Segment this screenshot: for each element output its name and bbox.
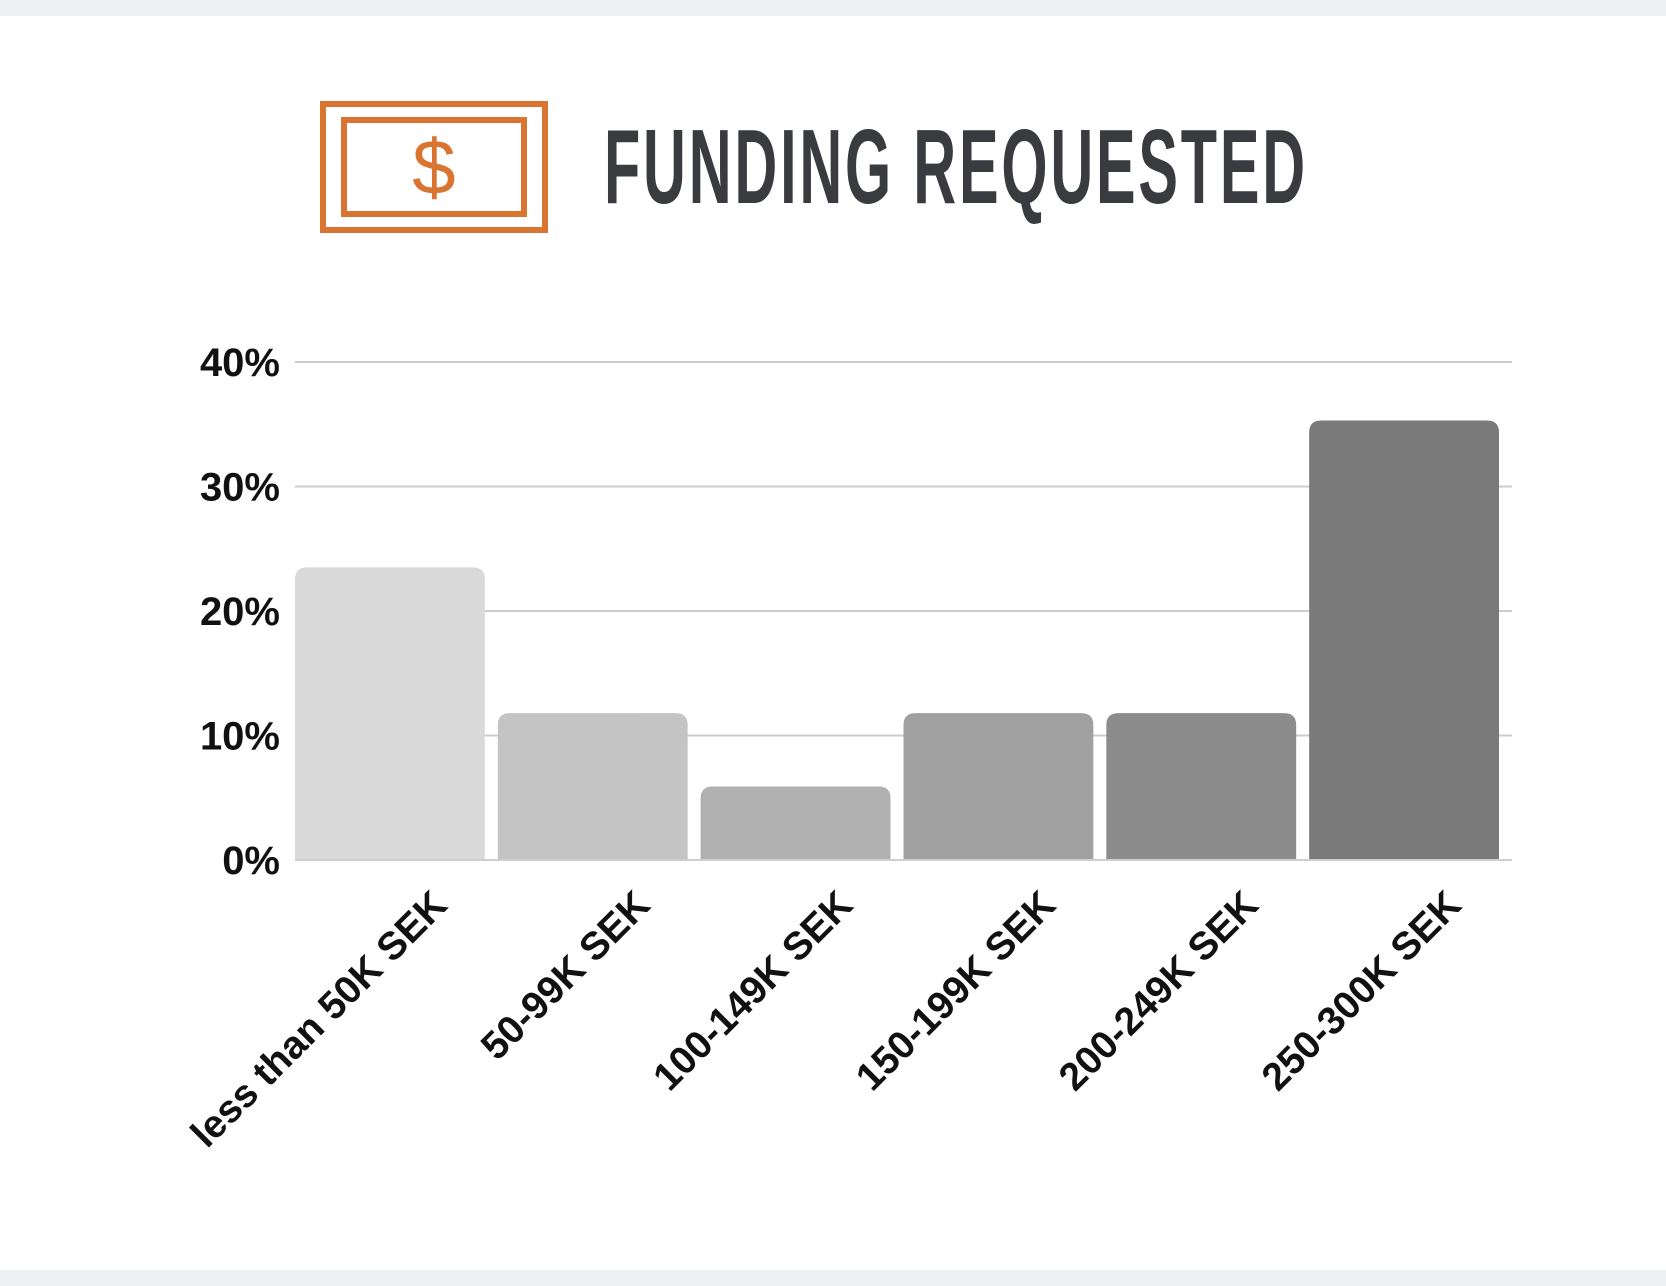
x-tick-label: 50-99K SEK	[473, 883, 658, 1068]
y-tick-labels: 0% 10% 20% 30% 40%	[200, 341, 280, 883]
x-tick-label: 100-149K SEK	[645, 883, 861, 1099]
dollar-sign-icon: $	[341, 117, 527, 217]
y-tick-label: 30%	[200, 466, 280, 510]
bars	[295, 420, 1499, 860]
x-tick-label: 150-199K SEK	[848, 883, 1064, 1099]
y-tick-label: 0%	[222, 839, 280, 883]
bar	[1309, 420, 1499, 860]
dollar-bill-icon: $	[320, 101, 548, 233]
y-tick-label: 40%	[200, 341, 280, 385]
chart-header: $ FUNDING REQUESTED	[320, 100, 1666, 234]
bar	[700, 786, 891, 860]
x-tick-label: 250-300K SEK	[1254, 883, 1470, 1099]
bar	[295, 567, 485, 860]
bar	[1106, 713, 1297, 860]
y-tick-label: 10%	[200, 715, 280, 759]
x-tick-label: less than 50K SEK	[183, 883, 456, 1156]
y-tick-label: 20%	[200, 590, 280, 634]
bar	[497, 713, 688, 860]
x-tick-label: 200-249K SEK	[1051, 883, 1267, 1099]
chart-title: FUNDING REQUESTED	[604, 108, 1308, 226]
bar	[903, 713, 1094, 860]
